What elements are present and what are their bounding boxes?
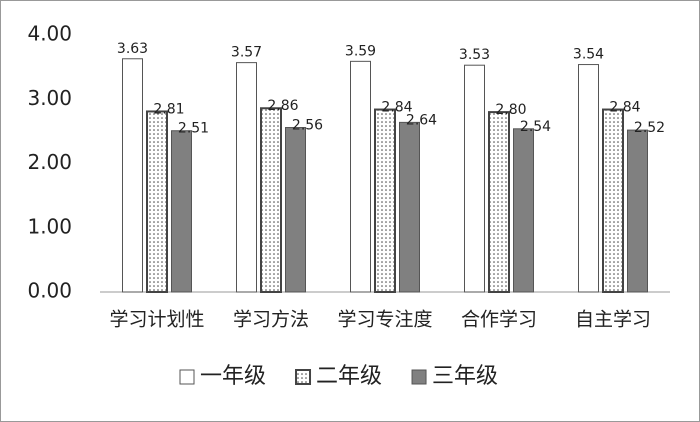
- bar: [488, 111, 510, 293]
- data-label: 3.53: [459, 47, 490, 63]
- bar: [285, 127, 306, 293]
- data-label: 2.52: [634, 120, 665, 136]
- bar: [399, 121, 420, 293]
- data-label: 2.81: [153, 101, 184, 117]
- legend-label: 二年级: [316, 364, 382, 389]
- y-tick-label: 2.00: [27, 150, 72, 174]
- legend-swatch: [411, 369, 427, 385]
- x-tick-label: 学习专注度: [337, 309, 432, 331]
- x-tick-label: 学习计划性: [109, 309, 204, 331]
- bar: [236, 62, 257, 293]
- y-tick-label: 4.00: [27, 22, 72, 46]
- bar: [513, 128, 534, 293]
- data-label: 3.63: [117, 41, 148, 57]
- bar: [464, 64, 485, 293]
- legend-label: 一年级: [200, 364, 266, 389]
- x-tick-label: 学习方法: [233, 309, 309, 331]
- bar: [260, 107, 282, 294]
- data-label: 2.56: [292, 118, 323, 134]
- x-tick-label: 合作学习: [461, 309, 537, 331]
- data-label: 2.84: [381, 100, 412, 116]
- bar: [374, 108, 396, 293]
- bar: [578, 64, 599, 293]
- data-label: 2.86: [267, 98, 298, 114]
- bar: [627, 129, 648, 293]
- data-label: 2.80: [495, 102, 526, 118]
- data-label: 2.84: [609, 100, 640, 116]
- bar: [602, 108, 624, 293]
- x-tick-label: 自主学习: [575, 309, 651, 331]
- data-label: 3.57: [231, 45, 262, 61]
- data-label: 3.59: [345, 43, 376, 59]
- bar: [146, 110, 168, 293]
- legend-swatch: [179, 369, 195, 385]
- data-label: 2.64: [406, 112, 437, 128]
- legend-label: 三年级: [432, 364, 498, 389]
- legend-swatch: [295, 369, 312, 385]
- y-tick-label: 3.00: [27, 86, 72, 110]
- bar: [350, 60, 371, 293]
- y-tick-label: 0.00: [27, 279, 72, 303]
- bar: [171, 130, 192, 293]
- data-label: 2.54: [520, 119, 551, 135]
- bar: [122, 58, 143, 293]
- y-tick-label: 1.00: [27, 214, 72, 238]
- data-label: 3.54: [573, 47, 604, 63]
- data-label: 2.51: [178, 121, 209, 137]
